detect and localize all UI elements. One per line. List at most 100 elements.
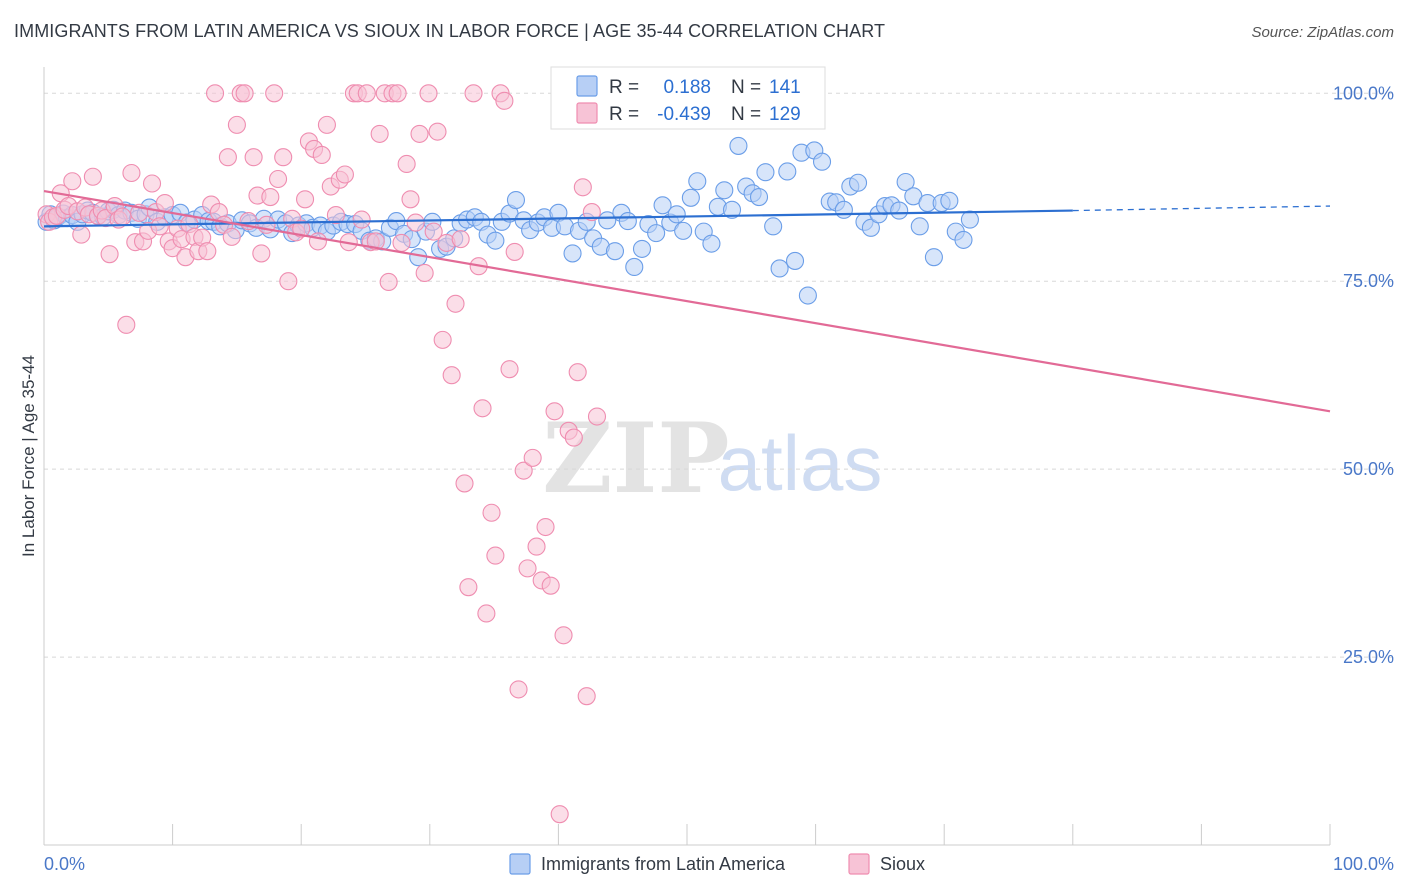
sioux-point-26	[142, 174, 162, 193]
latin-america-point-128	[896, 172, 915, 192]
latin-america-point-80	[563, 244, 582, 263]
legend-swatch-sioux	[576, 102, 598, 124]
sioux-point-62	[296, 190, 315, 209]
latin-america-point-95	[667, 205, 686, 224]
sioux-point-67	[317, 115, 336, 134]
trendline-sioux	[43, 189, 1331, 413]
sioux-point-95	[442, 366, 461, 385]
x-tick-label-max: 100.0%	[1333, 854, 1394, 874]
sioux-point-28	[150, 217, 169, 236]
latin-america-point-85	[598, 211, 617, 230]
sioux-point-113	[523, 448, 542, 467]
latin-america-point-90	[632, 239, 652, 258]
sioux-point-86	[401, 190, 420, 209]
bottom-legend: Immigrants from Latin America Sioux	[509, 853, 925, 875]
sioux-point-85	[397, 154, 416, 174]
sioux-point-52	[252, 244, 271, 263]
sioux-point-103	[477, 604, 496, 623]
y-tick-label-25: 25.0%	[1343, 647, 1394, 667]
latin-america-point-109	[764, 217, 783, 236]
sioux-point-96	[446, 294, 465, 313]
sioux-point-7	[63, 172, 82, 191]
sioux-point-41	[205, 84, 225, 103]
sioux-point-99	[459, 578, 478, 597]
bottom-legend-swatch-latin-america	[509, 853, 531, 875]
legend-r-label-1: R =	[609, 104, 639, 125]
latin-america-point-112	[785, 251, 805, 270]
sioux-point-125	[577, 687, 596, 706]
sioux-point-58	[279, 272, 298, 291]
sioux-point-65	[308, 232, 327, 251]
trendline-latin-america-extension	[1072, 205, 1331, 212]
watermark-zip: ZIP	[542, 402, 729, 515]
sioux-point-79	[370, 124, 389, 143]
sioux-point-93	[433, 330, 452, 349]
sioux-point-29	[155, 194, 174, 213]
latin-america-point-96	[674, 221, 693, 240]
sioux-point-39	[198, 242, 217, 261]
gridlines	[44, 92, 1392, 658]
sioux-point-109	[505, 242, 524, 261]
sioux-point-75	[352, 210, 371, 229]
sioux-point-50	[244, 148, 263, 167]
watermark: ZIP atlas	[542, 402, 882, 515]
sioux-point-84	[392, 233, 411, 252]
sioux-point-48	[235, 84, 254, 103]
sioux-point-69	[326, 206, 345, 225]
watermark-atlas: atlas	[718, 419, 883, 507]
legend-n-value-0: 141	[769, 77, 801, 98]
latin-america-point-121	[848, 173, 868, 192]
latin-america-point-134	[940, 191, 959, 210]
legend: R = 0.188 N = 141 R = -0.439 N = 129	[550, 66, 826, 130]
sioux-point-89	[415, 263, 434, 283]
latin-america-point-108	[756, 163, 775, 182]
bottom-legend-swatch-sioux	[848, 853, 870, 875]
sioux-point-126	[582, 203, 601, 222]
sioux-point-46	[227, 115, 246, 134]
latin-america-point-86	[605, 242, 625, 261]
bottom-legend-label-latin-america: Immigrants from Latin America	[541, 854, 786, 874]
y-axis-title: In Labor Force | Age 35-44	[19, 355, 38, 557]
sioux-point-57	[274, 148, 293, 167]
sioux-point-90	[419, 84, 438, 103]
sioux-point-45	[222, 227, 241, 246]
latin-america-point-123	[861, 218, 880, 237]
latin-america-point-72	[506, 190, 526, 210]
sioux-point-81	[379, 272, 398, 292]
latin-america-point-110	[770, 259, 789, 278]
sioux-point-107	[495, 91, 514, 110]
sioux-point-123	[568, 363, 587, 382]
legend-r-value-1: -0.439	[657, 104, 711, 125]
latin-america-point-100	[702, 234, 721, 253]
sioux-point-127	[587, 407, 607, 426]
sioux-point-111	[514, 461, 533, 480]
sioux-point-117	[541, 576, 560, 595]
sioux-point-116	[536, 517, 555, 537]
legend-r-label-0: R =	[609, 77, 639, 98]
sioux-point-97	[451, 230, 470, 249]
sioux-point-12	[83, 167, 102, 186]
sioux-point-19	[113, 207, 132, 226]
legend-swatch-latin-america	[576, 75, 598, 97]
sioux-point-78	[366, 232, 385, 251]
sioux-point-91	[424, 222, 443, 241]
sioux-point-21	[122, 163, 141, 183]
sioux-point-118	[545, 402, 564, 421]
latin-america-point-132	[924, 248, 943, 267]
chart-title: IMMIGRANTS FROM LATIN AMERICA VS SIOUX I…	[14, 21, 886, 41]
bottom-legend-label-sioux: Sioux	[880, 854, 925, 874]
sioux-point-110	[509, 680, 528, 699]
sioux-point-92	[428, 122, 447, 141]
sioux-point-104	[482, 503, 501, 522]
sioux-point-71	[335, 165, 354, 184]
latin-america-point-102	[715, 181, 734, 200]
latin-america-point-97	[681, 188, 700, 207]
y-tick-label-50: 50.0%	[1343, 459, 1394, 479]
sioux-point-108	[500, 360, 519, 379]
sioux-point-87	[406, 213, 425, 232]
latin-america-point-137	[960, 210, 979, 229]
sioux-point-44	[218, 148, 237, 167]
legend-r-value-0: 0.188	[663, 77, 711, 98]
sioux-point-54	[261, 187, 280, 207]
